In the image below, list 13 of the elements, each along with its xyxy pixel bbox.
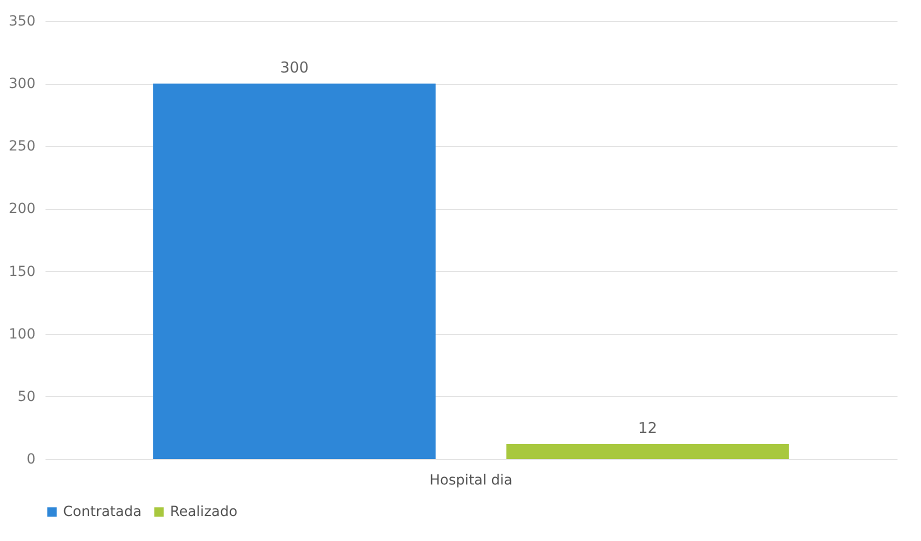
y-tick-label: 100	[8, 326, 36, 342]
legend-label: Realizado	[170, 504, 238, 520]
y-tick-label: 350	[8, 14, 36, 30]
y-tick-label: 300	[8, 76, 36, 92]
x-tick-label: Hospital dia	[430, 472, 512, 488]
y-tick-label: 250	[8, 138, 36, 155]
y-tick-label: 50	[18, 388, 36, 405]
data-label: 12	[638, 418, 658, 437]
y-tick-label: 150	[8, 264, 36, 280]
data-label: 300	[280, 58, 309, 77]
legend-label: Contratada	[63, 504, 142, 520]
y-tick-label: 200	[8, 201, 36, 218]
y-tick-label: 0	[26, 452, 36, 468]
